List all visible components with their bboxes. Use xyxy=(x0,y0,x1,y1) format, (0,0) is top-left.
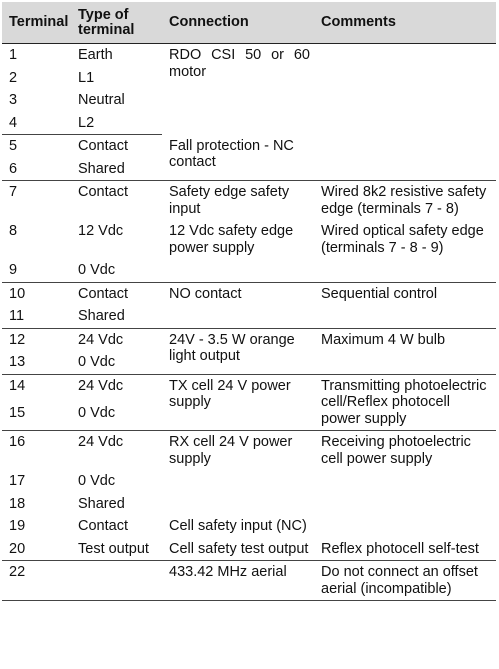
terminal-type: Shared xyxy=(78,495,125,512)
connection-cell xyxy=(162,493,314,516)
terminal-number: 3 xyxy=(9,92,18,108)
comment-cell: Do not connect an offset aerial (incompa… xyxy=(314,560,496,601)
table-row: 9 0 Vdc xyxy=(2,259,496,283)
terminal-type: 0 Vdc xyxy=(71,351,162,375)
terminal-number: 9 xyxy=(2,259,71,283)
terminal-type: Contact xyxy=(78,184,128,200)
terminal-type: 12 Vdc xyxy=(78,223,124,239)
header-terminal: Terminal xyxy=(2,2,71,44)
connection-cell: 24V - 3.5 W orange light output xyxy=(162,328,314,375)
table-row: 15 0 Vdc xyxy=(2,402,496,432)
terminal-type: Contact xyxy=(78,518,128,534)
table-row: 20 Test output Cell safety test output R… xyxy=(2,537,496,561)
comment-cell: Sequential control xyxy=(314,282,496,329)
terminal-number: 11 xyxy=(2,305,71,329)
connection-cell: Cell safety test output xyxy=(162,537,314,561)
comment-cell xyxy=(314,515,496,538)
terminal-number: 13 xyxy=(2,351,71,375)
table-row: 4 L2 xyxy=(2,111,496,135)
connection-cell: Safety edge safety input xyxy=(169,184,290,217)
terminal-number: 2 xyxy=(9,69,18,86)
connection-cell: 12 Vdc safety edge power supply xyxy=(169,223,294,256)
connection-cell xyxy=(162,470,314,493)
header-row: Terminal Type of terminal Connection Com… xyxy=(2,2,496,44)
terminal-type: 0 Vdc xyxy=(78,473,116,489)
terminal-type: 24 Vdc xyxy=(78,434,124,450)
connection-cell: 433.42 MHz aerial xyxy=(162,560,314,601)
table-row: 5 Contact Fall protection - NC contact xyxy=(2,134,496,181)
terminal-type: 0 Vdc xyxy=(71,259,162,283)
comment-cell: Wired 8k2 resistive safety edge (termina… xyxy=(321,184,487,217)
connection-cell: RDO CSI 50 or 60 motor xyxy=(169,47,310,80)
table-row: 6 Shared xyxy=(2,157,496,181)
terminal-table: Terminal Type of terminal Connection Com… xyxy=(2,2,496,601)
table-row: 8 12 Vdc 12 Vdc safety edge power supply… xyxy=(2,220,496,259)
table-row: 19 Contact Cell safety input (NC) xyxy=(2,515,496,538)
header-comments: Comments xyxy=(314,2,496,44)
terminal-number: 10 xyxy=(9,285,26,302)
terminal-type: L1 xyxy=(78,69,95,86)
terminal-number: 15 xyxy=(2,402,71,432)
terminal-number: 12 xyxy=(9,331,26,348)
comment-cell: Maximum 4 W bulb xyxy=(314,328,496,375)
terminal-type: Shared xyxy=(71,305,162,329)
connection-cell: Cell safety input (NC) xyxy=(169,518,307,534)
comment-cell: Wired optical safety edge (terminals 7 -… xyxy=(321,223,484,256)
header-connection: Connection xyxy=(162,2,314,44)
terminal-number: 6 xyxy=(2,157,71,181)
table-row: 22 433.42 MHz aerial Do not connect an o… xyxy=(2,560,496,601)
connection-cell: NO contact xyxy=(162,282,314,329)
terminal-number: 16 xyxy=(9,434,26,450)
terminal-type: Shared xyxy=(71,157,162,181)
comment-cell xyxy=(314,470,496,493)
table-row: 2 L1 xyxy=(2,67,496,90)
terminal-number: 17 xyxy=(9,473,26,489)
table-row: 14 24 Vdc TX cell 24 V power supply Tran… xyxy=(2,374,496,431)
table-row: 7 Contact Safety edge safety input Wired… xyxy=(2,181,496,221)
table-row: 10 Contact NO contact Sequential control xyxy=(2,282,496,329)
terminal-type: Test output xyxy=(71,537,162,561)
terminal-number: 20 xyxy=(2,537,71,561)
comment-cell: Receiving photoelectric cell power suppl… xyxy=(321,434,471,467)
terminal-number: 8 xyxy=(9,223,18,239)
comment-cell xyxy=(314,134,496,181)
table-row: 13 0 Vdc xyxy=(2,351,496,375)
table-row: 12 24 Vdc 24V - 3.5 W orange light outpu… xyxy=(2,328,496,375)
connection-cell: RX cell 24 V power supply xyxy=(169,434,293,467)
comment-cell xyxy=(314,493,496,516)
table-row: 18 Shared xyxy=(2,493,496,516)
terminal-type: L2 xyxy=(71,111,162,135)
terminal-type: 24 Vdc xyxy=(78,377,124,394)
terminal-number: 22 xyxy=(2,560,71,601)
table-row: 3 Neutral xyxy=(2,89,496,112)
connection-cell xyxy=(162,259,314,283)
comment-cell: Reflex photocell self-test xyxy=(314,537,496,561)
connection-cell: Fall protection - NC contact xyxy=(162,134,314,181)
comment-cell xyxy=(314,44,496,135)
terminal-type: Contact xyxy=(78,285,128,302)
terminal-number: 1 xyxy=(9,47,18,63)
terminal-number: 18 xyxy=(9,495,26,512)
header-type: Type of terminal xyxy=(71,2,162,44)
terminal-number: 5 xyxy=(9,138,18,154)
terminal-type: Neutral xyxy=(78,92,125,108)
terminal-number: 14 xyxy=(9,377,26,394)
terminal-type: 24 Vdc xyxy=(78,331,124,348)
table-row: 1 Earth RDO CSI 50 or 60 motor xyxy=(2,44,496,80)
terminal-type: Contact xyxy=(78,138,128,154)
connection-cell: TX cell 24 V power supply xyxy=(162,374,314,431)
table-row: 17 0 Vdc xyxy=(2,470,496,493)
terminal-number: 4 xyxy=(2,111,71,135)
comment-cell: Transmitting photoelectric cell/Reflex p… xyxy=(314,374,496,431)
comment-cell xyxy=(314,259,496,283)
terminal-type: 0 Vdc xyxy=(71,402,162,432)
terminal-number: 19 xyxy=(9,518,26,534)
terminal-number: 7 xyxy=(9,184,18,200)
table-row: 11 Shared xyxy=(2,305,496,329)
table-row: 16 24 Vdc RX cell 24 V power supply Rece… xyxy=(2,431,496,471)
terminal-type: Earth xyxy=(78,47,113,63)
terminal-type xyxy=(71,560,162,601)
